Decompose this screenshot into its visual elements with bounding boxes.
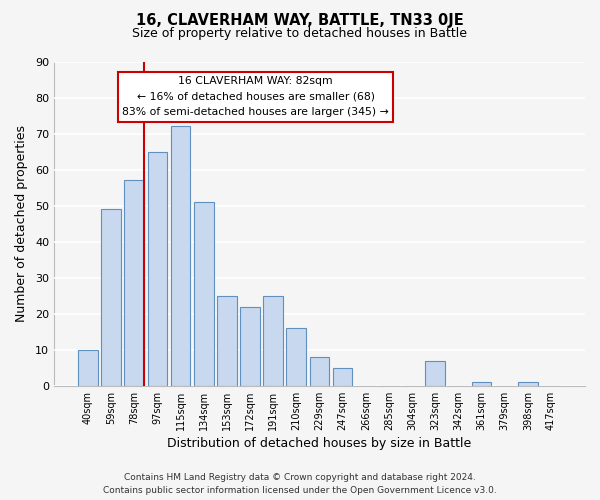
Bar [240, 306, 260, 386]
Bar [124, 180, 144, 386]
Bar [425, 360, 445, 386]
Bar [170, 126, 190, 386]
Bar [217, 296, 236, 386]
Text: Size of property relative to detached houses in Battle: Size of property relative to detached ho… [133, 28, 467, 40]
Bar [286, 328, 306, 386]
Bar [194, 202, 214, 386]
Bar [148, 152, 167, 386]
Bar [263, 296, 283, 386]
Text: Contains HM Land Registry data © Crown copyright and database right 2024.
Contai: Contains HM Land Registry data © Crown c… [103, 474, 497, 495]
Bar [333, 368, 352, 386]
Text: 16 CLAVERHAM WAY: 82sqm
← 16% of detached houses are smaller (68)
83% of semi-de: 16 CLAVERHAM WAY: 82sqm ← 16% of detache… [122, 76, 389, 118]
Bar [101, 209, 121, 386]
Y-axis label: Number of detached properties: Number of detached properties [15, 125, 28, 322]
Text: 16, CLAVERHAM WAY, BATTLE, TN33 0JE: 16, CLAVERHAM WAY, BATTLE, TN33 0JE [136, 12, 464, 28]
Bar [472, 382, 491, 386]
Bar [518, 382, 538, 386]
Bar [310, 357, 329, 386]
X-axis label: Distribution of detached houses by size in Battle: Distribution of detached houses by size … [167, 437, 472, 450]
Bar [78, 350, 98, 386]
